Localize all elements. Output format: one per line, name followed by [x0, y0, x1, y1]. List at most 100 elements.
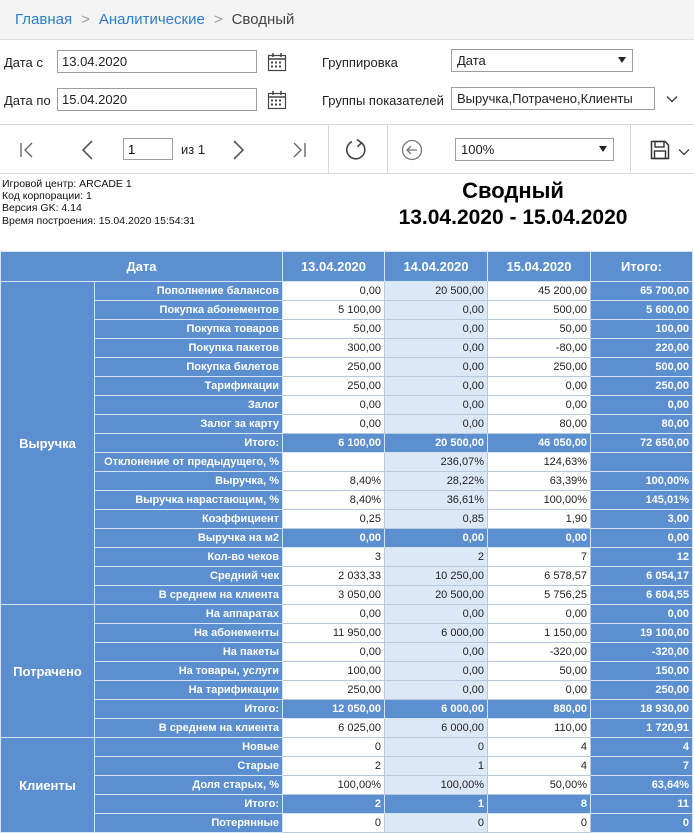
value-cell: 0,00 — [487, 604, 591, 624]
value-cell: 1 150,00 — [487, 623, 591, 643]
value-cell: 0,00 — [384, 680, 488, 700]
total-cell: -320,00 — [590, 642, 693, 662]
total-cell: 6 054,17 — [590, 566, 693, 586]
indicators-label: Группы показателей — [322, 93, 444, 108]
row-label: Потерянные — [94, 813, 283, 833]
value-cell: 0,00 — [282, 281, 385, 301]
value-cell: 20 500,00 — [384, 585, 488, 605]
total-cell: 11 — [590, 794, 693, 814]
value-cell: 0,25 — [282, 509, 385, 529]
value-cell: 0 — [384, 813, 488, 833]
refresh-icon[interactable] — [344, 138, 368, 162]
zoom-select-value: 100% — [461, 142, 495, 157]
previous-page-icon[interactable] — [80, 140, 94, 160]
value-cell: 0,00 — [384, 338, 488, 358]
table-row: Итого: 12 050,00 6 000,00 880,00 18 930,00 — [1, 699, 693, 719]
chevron-down-icon[interactable] — [666, 95, 678, 103]
chevron-down-icon[interactable] — [678, 148, 690, 156]
save-icon[interactable] — [650, 140, 670, 160]
table-body: Выручка Пополнение балансов 0,00 20 500,00 4… — [0, 281, 693, 833]
value-cell: 100,00 — [282, 661, 385, 681]
date-to-input[interactable] — [57, 88, 257, 111]
value-cell: 250,00 — [282, 680, 385, 700]
value-cell: 0,00 — [384, 357, 488, 377]
value-cell: 1,90 — [487, 509, 591, 529]
value-cell: 300,00 — [282, 338, 385, 358]
report-toolbar: из 1 100% — [0, 124, 694, 174]
table-row: На абонементы 11 950,00 6 000,00 1 150,00 19… — [1, 623, 693, 643]
row-label: Новые — [94, 737, 283, 757]
group-label: Клиенты — [0, 737, 95, 833]
page-number-input[interactable] — [123, 138, 173, 160]
value-cell: 2 — [282, 756, 385, 776]
value-cell: 0,00 — [384, 661, 488, 681]
value-cell: 6 100,00 — [282, 433, 385, 453]
table-row: Доля старых, % 100,00% 100,00% 50,00% 63,64% — [1, 775, 693, 795]
value-cell: 46 050,00 — [487, 433, 591, 453]
row-label: Выручка на м2 — [94, 528, 283, 548]
value-cell: 8 — [487, 794, 591, 814]
total-cell: 65 700,00 — [590, 281, 693, 301]
back-icon[interactable] — [401, 139, 423, 161]
value-cell: 50,00 — [487, 661, 591, 681]
grouping-select-value: Дата — [457, 53, 486, 68]
table-row: На тарификации 250,00 0,00 0,00 250,00 — [1, 680, 693, 700]
indicators-select[interactable]: Выручка,Потрачено,Клиенты — [451, 87, 655, 110]
date-to-label: Дата по — [4, 93, 51, 108]
next-page-icon[interactable] — [232, 140, 246, 160]
toolbar-divider — [630, 125, 631, 173]
grouping-select[interactable]: Дата — [451, 49, 633, 72]
value-cell: 10 250,00 — [384, 566, 488, 586]
table-row: Потерянные 0 0 0 0 — [1, 813, 693, 833]
table-row: На товары, услуги 100,00 0,00 50,00 150,00 — [1, 661, 693, 681]
table-header-row: Дата 13.04.2020 14.04.2020 15.04.2020 Ит… — [0, 251, 693, 282]
value-cell: 124,63% — [487, 452, 591, 472]
row-label: На пакеты — [94, 642, 283, 662]
value-cell: 11 950,00 — [282, 623, 385, 643]
table-row: В среднем на клиента 3 050,00 20 500,00 5 7… — [1, 585, 693, 605]
breadcrumb: Главная > Аналитические > Сводный — [0, 0, 694, 40]
value-cell: 250,00 — [282, 357, 385, 377]
value-cell: 3 050,00 — [282, 585, 385, 605]
value-cell: 4 — [487, 756, 591, 776]
table-row: Покупка товаров 50,00 0,00 50,00 100,00 — [1, 319, 693, 339]
column-header: Дата — [0, 251, 283, 282]
zoom-select[interactable]: 100% — [455, 138, 614, 161]
breadcrumb-current: Сводный — [231, 11, 295, 28]
value-cell: 0,85 — [384, 509, 488, 529]
calendar-icon[interactable] — [267, 90, 287, 110]
calendar-icon[interactable] — [267, 52, 287, 72]
last-page-icon[interactable] — [291, 142, 307, 158]
column-header: Итого: — [590, 251, 693, 282]
table-row: В среднем на клиента 6 025,00 6 000,00 110,… — [1, 718, 693, 738]
total-cell: 5 600,00 — [590, 300, 693, 320]
row-label: На аппаратах — [94, 604, 283, 624]
breadcrumb-home-link[interactable]: Главная — [15, 11, 73, 28]
row-label: Покупка абонементов — [94, 300, 283, 320]
total-cell: 1 720,91 — [590, 718, 693, 738]
value-cell: 2 — [384, 547, 488, 567]
total-cell: 0,00 — [590, 528, 693, 548]
value-cell: 28,22% — [384, 471, 488, 491]
total-cell: 100,00% — [590, 471, 693, 491]
value-cell: 6 000,00 — [384, 699, 488, 719]
page-count: из 1 — [181, 142, 206, 157]
row-label: Итого: — [94, 699, 283, 719]
value-cell: 0,00 — [282, 395, 385, 415]
row-label: На тарификации — [94, 680, 283, 700]
total-cell: 4 — [590, 737, 693, 757]
date-from-input[interactable] — [57, 50, 257, 73]
value-cell: 7 — [487, 547, 591, 567]
toolbar-divider — [328, 125, 329, 173]
breadcrumb-analytics-link[interactable]: Аналитические — [98, 11, 205, 28]
breadcrumb-separator: > — [213, 11, 223, 28]
table-row: Покупка пакетов 300,00 0,00 -80,00 220,00 — [1, 338, 693, 358]
row-label: Отклонение от предыдущего, % — [94, 452, 283, 472]
first-page-icon[interactable] — [19, 142, 35, 158]
value-cell: 50,00 — [487, 319, 591, 339]
dropdown-arrow-icon — [618, 57, 626, 63]
table-row: Средний чек 2 033,33 10 250,00 6 578,57 6 05… — [1, 566, 693, 586]
breadcrumb-separator: > — [81, 11, 90, 28]
report-title: Сводный — [462, 178, 564, 203]
value-cell: 3 — [282, 547, 385, 567]
